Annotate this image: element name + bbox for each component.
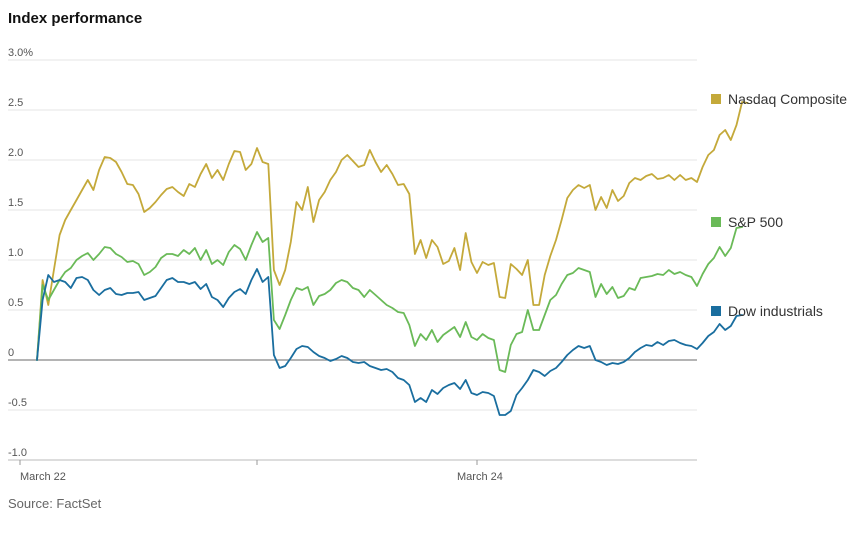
y-tick-label: 2.0 <box>8 147 23 159</box>
source-note: Source: FactSet <box>8 496 102 511</box>
series-line-nasdaq-composite <box>36 101 749 361</box>
y-tick-label: 1.0 <box>8 247 23 259</box>
legend: Nasdaq Composite S&P 500 Dow industrials <box>711 91 847 319</box>
y-tick-label: 0 <box>8 347 14 359</box>
y-tick-label: 3.0% <box>8 47 33 59</box>
y-tick-label: 1.5 <box>8 197 23 209</box>
x-axis: March 22 March 24 <box>19 460 503 483</box>
legend-label: S&P 500 <box>728 214 783 230</box>
legend-label: Nasdaq Composite <box>728 91 847 107</box>
x-tick-label: March 24 <box>457 471 503 483</box>
y-tick-label: 2.5 <box>8 97 23 109</box>
y-axis-ticks: 3.0% 2.5 2.0 1.5 1.0 0.5 0 -0.5 -1.0 <box>8 47 33 459</box>
legend-swatch <box>711 217 721 227</box>
y-tick-label: 0.5 <box>8 297 23 309</box>
grid-lines <box>8 59 697 461</box>
y-tick-label: -1.0 <box>8 447 27 459</box>
legend-swatch <box>711 94 721 104</box>
series-lines <box>36 101 749 416</box>
legend-label: Dow industrials <box>728 303 823 319</box>
series-line-s-p-500 <box>36 226 743 373</box>
x-tick-label: March 22 <box>20 471 66 483</box>
series-line-dow-industrials <box>36 268 743 416</box>
y-tick-label: -0.5 <box>8 397 27 409</box>
legend-swatch <box>711 306 721 316</box>
chart-title: Index performance <box>8 10 143 27</box>
